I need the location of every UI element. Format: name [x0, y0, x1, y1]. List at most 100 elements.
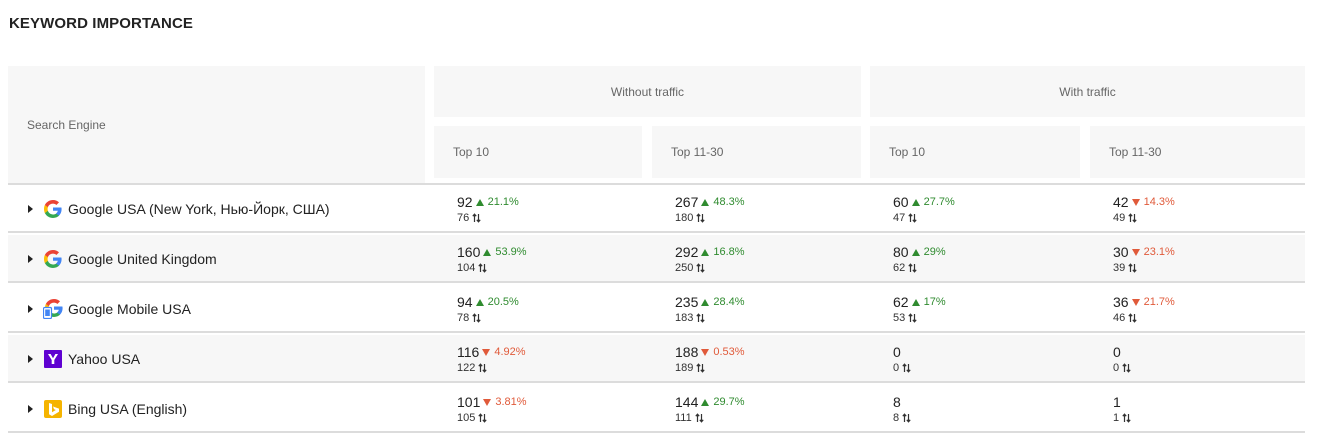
swap-arrows-icon[interactable] — [478, 363, 488, 373]
swap-arrows-icon[interactable] — [696, 263, 706, 273]
metric-cell: 235 28.4% 183 — [675, 294, 745, 325]
arrow-up-icon — [911, 198, 920, 206]
swap-arrows-icon[interactable] — [478, 413, 488, 423]
arrow-up-icon — [701, 398, 710, 406]
swap-arrows-icon[interactable] — [472, 213, 481, 223]
metric-value: 292 — [675, 244, 699, 260]
expand-caret-icon[interactable] — [28, 405, 33, 413]
metric-subvalue: 104 — [457, 262, 476, 274]
swap-arrows-icon[interactable] — [1122, 363, 1131, 373]
metric-subvalue: 39 — [1113, 262, 1126, 274]
change-indicator: 20.5% — [475, 296, 519, 308]
header-with-top11-30[interactable]: Top 11-30 — [1090, 126, 1305, 178]
metric-value: 267 — [675, 194, 699, 210]
change-indicator: 3.81% — [483, 396, 527, 408]
change-value: 14.3% — [1143, 196, 1175, 208]
swap-arrows-icon[interactable] — [902, 363, 911, 373]
change-indicator: 0.53% — [701, 346, 745, 358]
change-indicator: 27.7% — [911, 196, 955, 208]
change-value: 21.7% — [1143, 296, 1175, 308]
change-value: 16.8% — [713, 246, 745, 258]
change-value: 21.1% — [487, 196, 519, 208]
change-value: 20.5% — [487, 296, 519, 308]
change-indicator: 29.7% — [701, 396, 745, 408]
page-title: KEYWORD IMPORTANCE — [9, 15, 194, 32]
arrow-up-icon — [911, 298, 920, 306]
table-row[interactable]: Yahoo USA 116 4.92% 122 188 0.53% 189 0 0 0 0 — [8, 335, 1305, 383]
header-with-top10[interactable]: Top 10 — [870, 126, 1080, 178]
metric-subvalue: 53 — [893, 312, 906, 324]
change-indicator: 53.9% — [483, 246, 527, 258]
metric-value: 94 — [457, 294, 473, 310]
expand-caret-icon[interactable] — [28, 355, 33, 363]
swap-arrows-icon[interactable] — [696, 363, 706, 373]
change-value: 17% — [923, 296, 946, 308]
change-value: 27.7% — [923, 196, 955, 208]
metric-subvalue: 0 — [893, 362, 900, 374]
engine-name: Google Mobile USA — [68, 301, 191, 317]
swap-arrows-icon[interactable] — [472, 313, 481, 323]
engine-cell: Bing USA (English) — [8, 385, 187, 433]
metric-value: 160 — [457, 244, 481, 260]
swap-arrows-icon[interactable] — [695, 413, 704, 423]
swap-arrows-icon[interactable] — [908, 313, 917, 323]
header-search-engine[interactable]: Search Engine — [8, 66, 425, 183]
metric-subvalue: 111 — [675, 412, 692, 424]
swap-arrows-icon[interactable] — [908, 263, 917, 273]
table-row[interactable]: Google Mobile USA 94 20.5% 78 235 28.4% 183 62 1… — [8, 285, 1305, 333]
metric-subvalue: 189 — [675, 362, 694, 374]
bing-icon — [43, 399, 63, 419]
change-value: 29% — [923, 246, 946, 258]
change-value: 29.7% — [713, 396, 745, 408]
metric-subvalue: 62 — [893, 262, 906, 274]
table-row[interactable]: Bing USA (English) 101 3.81% 105 144 29.7% 111… — [8, 385, 1305, 433]
swap-arrows-icon[interactable] — [902, 413, 911, 423]
header-without-top10[interactable]: Top 10 — [434, 126, 642, 178]
change-indicator: 16.8% — [701, 246, 745, 258]
arrow-up-icon — [475, 198, 484, 206]
swap-arrows-icon[interactable] — [1122, 413, 1131, 423]
arrow-up-icon — [911, 248, 920, 256]
metric-subvalue: 105 — [457, 412, 476, 424]
table-row[interactable]: Google USA (New York, Нью-Йорк, США) 92 21… — [8, 185, 1305, 233]
swap-arrows-icon[interactable] — [696, 313, 706, 323]
metric-cell: 101 3.81% 105 — [457, 394, 527, 425]
metric-value: 1 — [1113, 394, 1121, 410]
arrow-down-icon — [482, 348, 491, 356]
swap-arrows-icon[interactable] — [908, 213, 917, 223]
expand-caret-icon[interactable] — [28, 255, 33, 263]
swap-arrows-icon[interactable] — [1128, 263, 1137, 273]
expand-caret-icon[interactable] — [28, 305, 33, 313]
swap-arrows-icon[interactable] — [1128, 213, 1137, 223]
metric-cell: 60 27.7% 47 — [893, 194, 955, 225]
google-icon — [43, 249, 63, 269]
metric-value: 80 — [893, 244, 909, 260]
arrow-up-icon — [701, 298, 710, 306]
google-icon — [43, 199, 63, 219]
change-value: 48.3% — [713, 196, 745, 208]
change-indicator: 28.4% — [701, 296, 745, 308]
arrow-up-icon — [701, 248, 710, 256]
header-without-traffic: Without traffic — [434, 66, 861, 117]
metric-cell: 188 0.53% 189 — [675, 344, 745, 375]
metric-subvalue: 0 — [1113, 362, 1120, 374]
swap-arrows-icon[interactable] — [478, 263, 488, 273]
table-row[interactable]: Google United Kingdom 160 53.9% 104 292 16.8%… — [8, 235, 1305, 283]
metric-cell: 30 23.1% 39 — [1113, 244, 1175, 275]
swap-arrows-icon[interactable] — [1128, 313, 1137, 323]
metric-value: 30 — [1113, 244, 1129, 260]
engine-name: Bing USA (English) — [68, 401, 188, 417]
metric-value: 8 — [893, 394, 901, 410]
swap-arrows-icon[interactable] — [696, 213, 706, 223]
expand-caret-icon[interactable] — [28, 205, 33, 213]
engine-cell: Google Mobile USA — [8, 285, 191, 333]
engine-name: Google USA (New York, Нью-Йорк, США) — [68, 201, 330, 217]
header-without-top11-30[interactable]: Top 11-30 — [652, 126, 861, 178]
metric-subvalue: 1 — [1113, 412, 1120, 424]
metric-cell: 160 53.9% 104 — [457, 244, 527, 275]
change-value: 28.4% — [713, 296, 745, 308]
metric-cell: 42 14.3% 49 — [1113, 194, 1175, 225]
change-indicator: 4.92% — [482, 346, 526, 358]
